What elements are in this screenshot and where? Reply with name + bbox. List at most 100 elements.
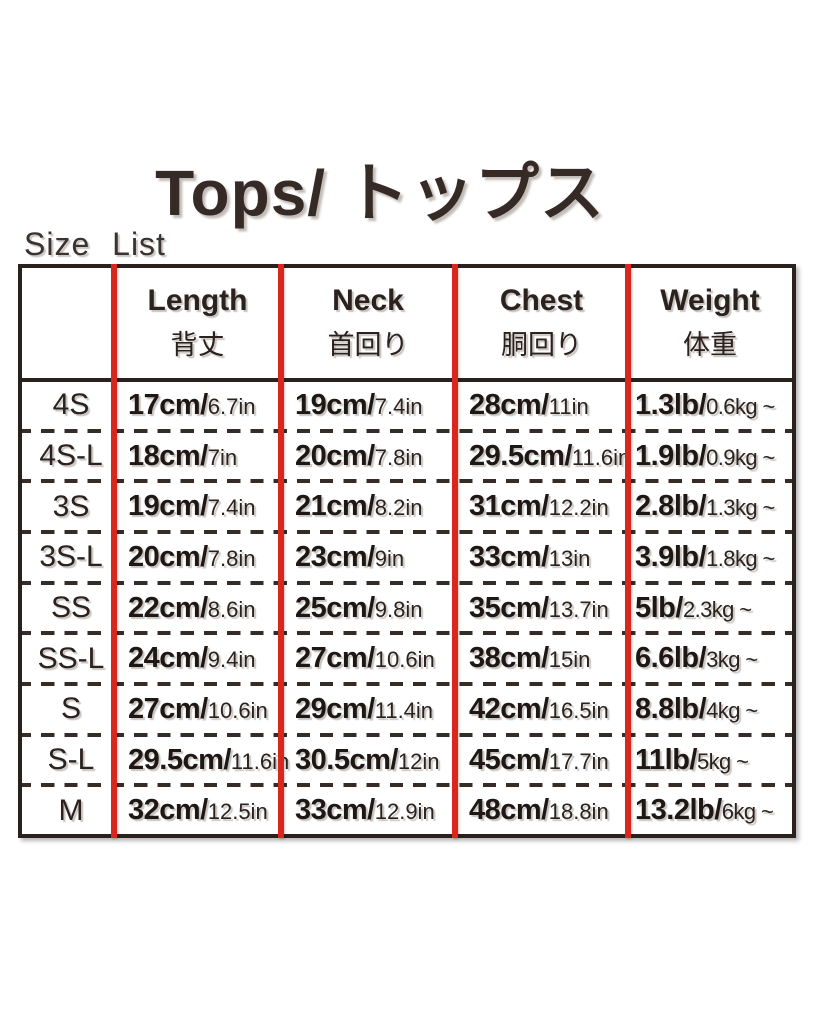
weight-lb: 6.6lb/ <box>635 642 707 675</box>
weight-kg: 1.8kg ~ <box>706 545 775 571</box>
chest-cell: 48cm/18.8in <box>455 794 628 827</box>
length-cell: 32cm/12.5in <box>114 794 281 827</box>
column-divider-red <box>278 264 284 838</box>
weight-lb: 1.3lb/ <box>635 388 707 421</box>
neck-in: 12.9in <box>374 799 435 825</box>
length-in: 7.8in <box>207 545 256 571</box>
table-row: 4S-L 18cm/7in 20cm/7.8in 29.5cm/11.6in 1… <box>22 428 792 480</box>
column-divider-red <box>452 264 458 838</box>
neck-cm: 29cm/ <box>295 692 375 725</box>
chest-cell: 45cm/17.7in <box>455 744 628 777</box>
neck-cell: 20cm/7.8in <box>281 440 455 473</box>
weight-cell: 3.9lb/1.8kg ~ <box>628 541 792 574</box>
table-row: SS 22cm/8.6in 25cm/9.8in 35cm/13.7in 5lb… <box>22 580 792 632</box>
size-label: 3S-L <box>39 540 103 574</box>
weight-kg: 0.9kg ~ <box>706 444 775 470</box>
chest-in: 13.7in <box>548 596 609 622</box>
weight-kg: 4kg ~ <box>706 697 758 723</box>
table-row: M 32cm/12.5in 33cm/12.9in 48cm/18.8in 13… <box>22 783 792 835</box>
header-chest-ja: 胴回り <box>501 330 582 360</box>
header-length: Length 背丈 <box>114 268 281 378</box>
header-chest: Chest 胴回り <box>455 268 628 378</box>
chest-cm: 38cm/ <box>469 642 549 675</box>
neck-in: 11.4in <box>374 697 434 723</box>
table-body: 4S 17cm/6.7in 19cm/7.4in 28cm/11in 1.3lb… <box>22 382 792 835</box>
neck-cell: 21cm/8.2in <box>281 490 455 523</box>
length-cm: 18cm/ <box>128 439 208 472</box>
neck-cell: 30.5cm/12in <box>281 744 455 777</box>
weight-kg: 0.6kg ~ <box>706 393 775 419</box>
page-title: Tops/ トップス <box>155 157 605 229</box>
neck-cm: 21cm/ <box>295 490 375 523</box>
weight-lb: 11lb/ <box>635 743 698 776</box>
weight-cell: 11lb/5kg ~ <box>628 744 792 777</box>
neck-in: 8.2in <box>374 495 423 521</box>
weight-cell: 6.6lb/3kg ~ <box>628 642 792 675</box>
size-table: Length 背丈 Neck 首回り Chest 胴回り Weight 体重 4… <box>18 264 796 838</box>
neck-cell: 19cm/7.4in <box>281 389 455 422</box>
length-cell: 24cm/9.4in <box>114 642 281 675</box>
size-label: S <box>60 692 81 726</box>
weight-kg: 1.3kg ~ <box>706 495 775 521</box>
length-in: 9.4in <box>207 647 256 673</box>
length-cell: 17cm/6.7in <box>114 389 281 422</box>
chest-in: 13in <box>548 545 591 571</box>
length-cm: 29.5cm/ <box>128 743 231 776</box>
neck-cm: 33cm/ <box>295 794 375 827</box>
header-weight-ja: 体重 <box>683 330 737 360</box>
length-in: 10.6in <box>207 697 268 723</box>
length-in: 7.4in <box>207 495 256 521</box>
neck-in: 10.6in <box>374 647 435 673</box>
chest-cm: 31cm/ <box>469 490 549 523</box>
weight-cell: 8.8lb/4kg ~ <box>628 693 792 726</box>
weight-cell: 1.9lb/0.9kg ~ <box>628 440 792 473</box>
length-cell: 20cm/7.8in <box>114 541 281 574</box>
chest-cell: 28cm/11in <box>455 389 628 422</box>
chest-in: 18.8in <box>548 799 609 825</box>
neck-in: 7.8in <box>374 444 423 470</box>
size-label: SS <box>50 591 92 625</box>
neck-cm: 23cm/ <box>295 540 375 573</box>
length-in: 6.7in <box>207 393 256 419</box>
header-neck-ja: 首回り <box>327 330 409 360</box>
chest-in: 17.7in <box>548 748 609 774</box>
table-row: 3S 19cm/7.4in 21cm/8.2in 31cm/12.2in 2.8… <box>22 479 792 531</box>
weight-kg: 5kg ~ <box>697 748 749 774</box>
weight-lb: 3.9lb/ <box>635 540 707 573</box>
table-row: 3S-L 20cm/7.8in 23cm/9in 33cm/13in 3.9lb… <box>22 530 792 581</box>
size-label: SS-L <box>37 641 105 675</box>
header-size-blank <box>22 268 114 378</box>
table-row: 4S 17cm/6.7in 19cm/7.4in 28cm/11in 1.3lb… <box>22 382 792 429</box>
chest-cm: 29.5cm/ <box>469 439 572 472</box>
weight-kg: 6kg ~ <box>721 799 774 825</box>
weight-kg: 2.3kg ~ <box>682 596 752 622</box>
weight-lb: 5lb/ <box>635 591 683 624</box>
chest-in: 16.5in <box>548 697 609 723</box>
header-length-en: Length <box>147 284 248 317</box>
column-divider-red <box>111 264 117 838</box>
length-cell: 19cm/7.4in <box>114 490 281 523</box>
chest-cm: 33cm/ <box>469 540 549 573</box>
length-cm: 22cm/ <box>128 591 208 624</box>
length-cm: 27cm/ <box>128 692 208 725</box>
weight-lb: 8.8lb/ <box>635 692 707 725</box>
weight-cell: 13.2lb/6kg ~ <box>628 794 792 827</box>
chest-cm: 28cm/ <box>469 388 549 421</box>
neck-cm: 27cm/ <box>295 642 375 675</box>
size-label: M <box>58 793 84 827</box>
neck-cm: 25cm/ <box>295 591 375 624</box>
table-header-row: Length 背丈 Neck 首回り Chest 胴回り Weight 体重 <box>22 268 792 382</box>
size-label: 3S <box>52 489 90 523</box>
chest-in: 11.6in <box>571 444 631 470</box>
chest-cm: 42cm/ <box>469 692 549 725</box>
size-label: S-L <box>47 743 95 777</box>
length-cm: 19cm/ <box>128 490 208 523</box>
neck-cell: 29cm/11.4in <box>281 693 455 726</box>
neck-cm: 19cm/ <box>295 388 375 421</box>
length-cell: 29.5cm/11.6in <box>114 743 289 777</box>
neck-cell: 23cm/9in <box>281 541 455 574</box>
length-cm: 17cm/ <box>128 388 208 421</box>
chest-cell: 29.5cm/11.6in <box>455 439 631 473</box>
chest-in: 15in <box>548 647 591 673</box>
